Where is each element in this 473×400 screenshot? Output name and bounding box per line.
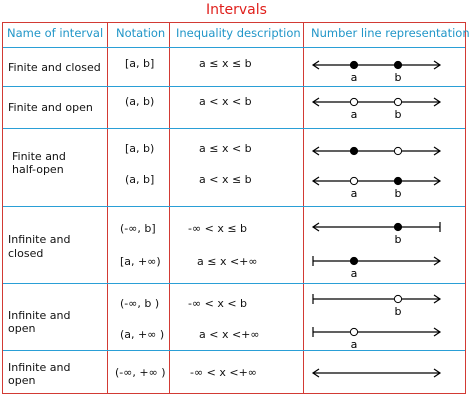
open-endpoint-a	[349, 176, 359, 186]
column-divider	[107, 22, 108, 394]
interval-inequality: a < x < b	[199, 95, 252, 108]
endpoint-label-a: a	[351, 187, 358, 200]
interval-notation: (a, b]	[125, 173, 155, 186]
interval-notation: [a, b)	[125, 142, 155, 155]
right-arrow-icon	[433, 256, 442, 266]
interval-inequality: -∞ < x ≤ b	[188, 222, 248, 235]
row-divider	[3, 128, 465, 129]
interval-inequality: a < x <+∞	[199, 328, 260, 341]
interval-name: Infinite and	[8, 309, 71, 322]
endpoint-label-b: b	[395, 187, 402, 200]
right-arrow-icon	[433, 368, 442, 378]
left-arrow-icon	[311, 60, 320, 70]
interval-inequality: a < x ≤ b	[199, 173, 252, 186]
header-notation: Notation	[116, 26, 166, 40]
interval-name: Finite and	[12, 150, 66, 163]
interval-notation: (-∞, b]	[120, 222, 156, 235]
column-divider	[169, 22, 170, 394]
number-line	[311, 146, 442, 156]
interval-name: Finite and open	[8, 101, 93, 114]
endpoint-label-a: a	[351, 267, 358, 280]
row-divider	[3, 350, 465, 351]
open-endpoint-b	[393, 146, 403, 156]
interval-inequality: -∞ < x < b	[188, 297, 248, 310]
header-numberline: Number line representation	[311, 26, 470, 40]
interval-notation: (a, +∞ )	[120, 328, 165, 341]
endpoint-label-b: b	[395, 108, 402, 121]
left-arrow-icon	[311, 222, 320, 232]
interval-name: Infinite and	[8, 361, 71, 374]
row-divider	[3, 86, 465, 87]
closed-endpoint-b	[393, 176, 403, 186]
closed-endpoint-a	[349, 256, 359, 266]
header-name: Name of interval	[7, 26, 104, 40]
left-arrow-icon	[311, 368, 320, 378]
right-arrow-icon	[433, 97, 442, 107]
interval-name: closed	[8, 247, 44, 260]
number-line: b	[312, 294, 442, 318]
endpoint-label-b: b	[395, 233, 402, 246]
right-arrow-icon	[433, 294, 442, 304]
interval-inequality: a ≤ x ≤ b	[199, 57, 252, 70]
number-line: a	[312, 256, 442, 280]
number-line	[311, 368, 442, 378]
interval-inequality: -∞ < x <+∞	[190, 366, 257, 379]
right-arrow-icon	[433, 327, 442, 337]
interval-name: Finite and closed	[8, 61, 101, 74]
interval-notation: (-∞, +∞ )	[115, 366, 166, 379]
closed-endpoint-a	[349, 146, 359, 156]
right-arrow-icon	[433, 176, 442, 186]
open-endpoint-a	[349, 327, 359, 337]
open-endpoint-b	[393, 294, 403, 304]
interval-name: open	[8, 322, 36, 335]
closed-endpoint-b	[393, 60, 403, 70]
open-endpoint-b	[393, 97, 403, 107]
right-arrow-icon	[433, 60, 442, 70]
row-divider	[3, 206, 465, 207]
interval-notation: (a, b)	[125, 95, 155, 108]
interval-notation: [a, b]	[125, 57, 155, 70]
closed-endpoint-b	[393, 222, 403, 232]
left-arrow-icon	[311, 97, 320, 107]
closed-endpoint-a	[349, 60, 359, 70]
row-divider	[3, 47, 465, 48]
number-line: a	[312, 327, 442, 351]
endpoint-label-b: b	[395, 71, 402, 84]
number-line: b	[311, 222, 441, 246]
endpoint-label-a: a	[351, 338, 358, 351]
interval-notation: [a, +∞)	[120, 255, 161, 268]
interval-inequality: a ≤ x <+∞	[197, 255, 258, 268]
interval-name: open	[8, 374, 36, 387]
interval-notation: (-∞, b )	[120, 297, 160, 310]
endpoint-label-a: a	[351, 71, 358, 84]
left-arrow-icon	[311, 176, 320, 186]
interval-name: half-open	[12, 163, 64, 176]
row-divider	[3, 283, 465, 284]
interval-inequality: a ≤ x < b	[199, 142, 252, 155]
interval-name: Infinite and	[8, 233, 71, 246]
endpoint-label-a: a	[351, 108, 358, 121]
right-arrow-icon	[433, 146, 442, 156]
endpoint-label-b: b	[395, 305, 402, 318]
left-arrow-icon	[311, 146, 320, 156]
table-frame	[2, 22, 466, 394]
open-endpoint-a	[349, 97, 359, 107]
page-title: Intervals	[206, 2, 267, 18]
header-inequality: Inequality description	[176, 26, 301, 40]
column-divider	[303, 22, 304, 394]
